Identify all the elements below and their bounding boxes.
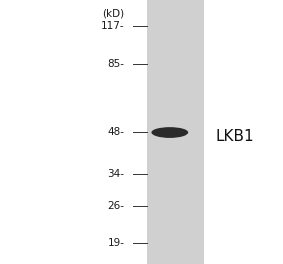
Bar [147,0,204,264]
Text: (kD): (kD) [102,8,125,18]
Text: 34-: 34- [108,169,125,179]
Ellipse shape [151,127,188,138]
Text: 26-: 26- [108,201,125,211]
Text: 85-: 85- [108,59,125,69]
Text: 19-: 19- [108,238,125,248]
Text: 48-: 48- [108,128,125,138]
Text: 117-: 117- [101,21,125,31]
Text: LKB1: LKB1 [215,129,254,144]
